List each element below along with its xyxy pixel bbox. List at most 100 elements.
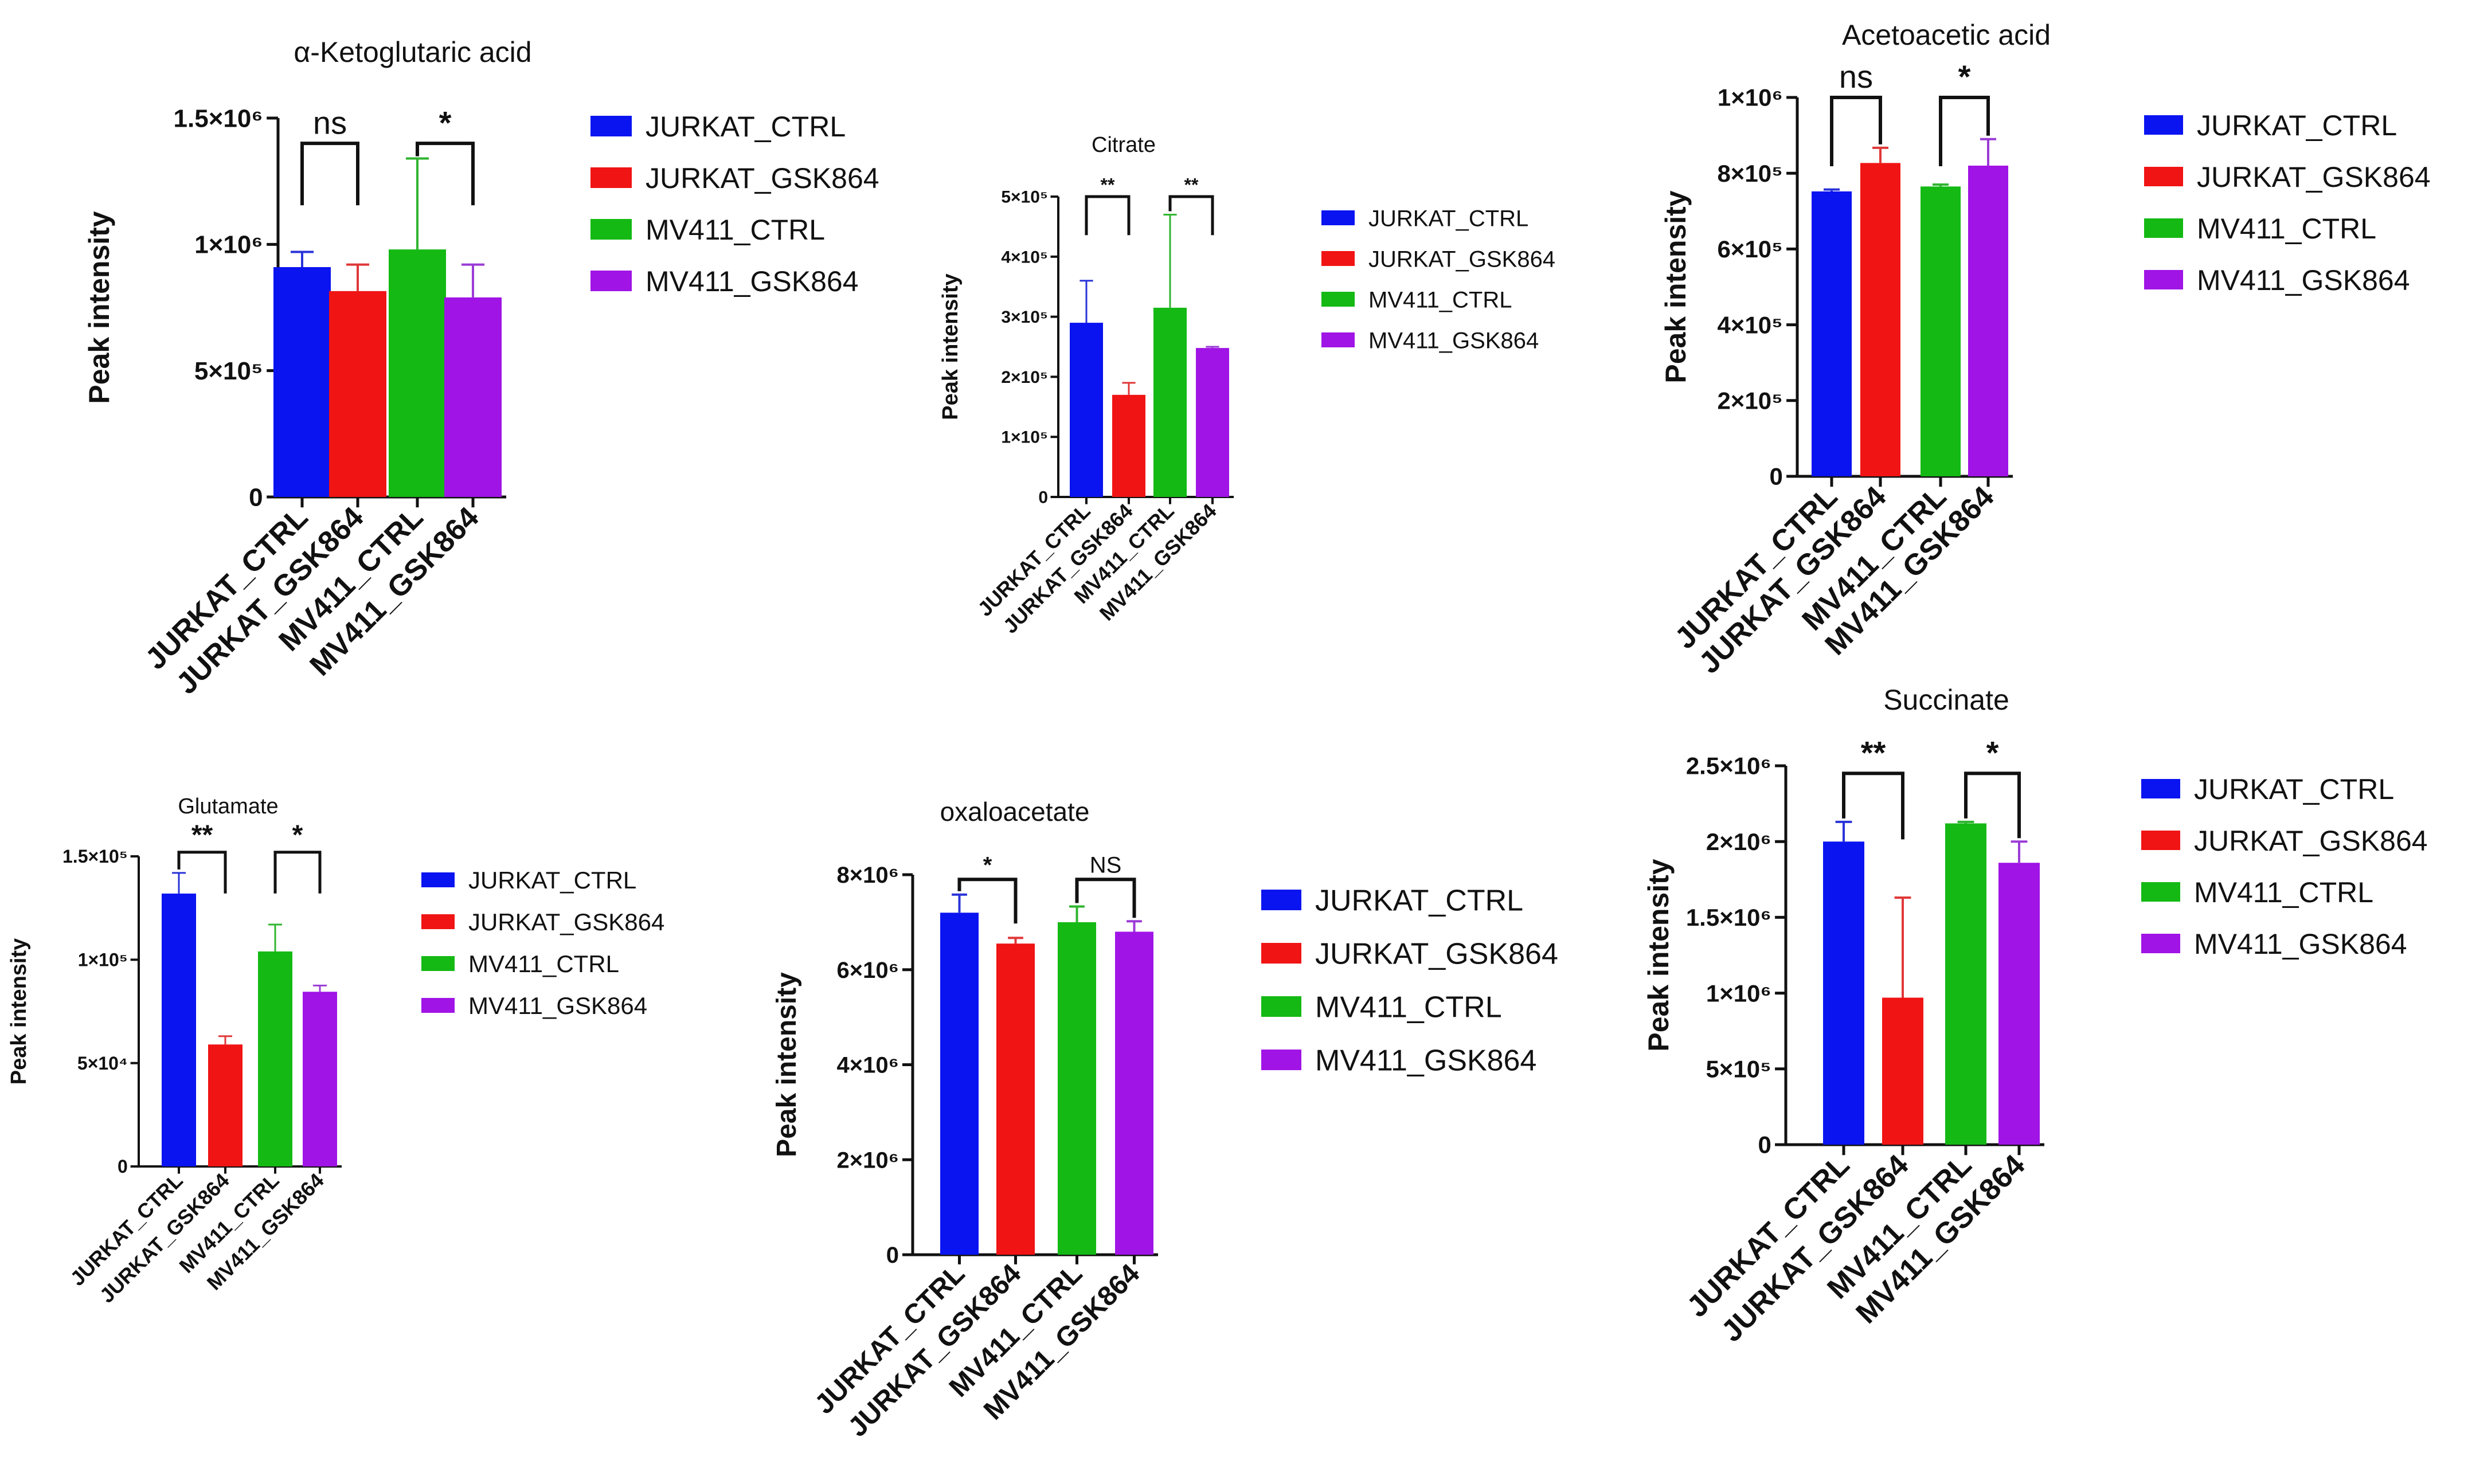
legend-label: MV411_CTRL [468,950,619,977]
legend-swatch-JURKAT_GSK864 [1261,943,1301,964]
bar-MV411_CTRL [1945,823,1986,1145]
legend-label: JURKAT_CTRL [1368,206,1528,231]
significance-label: * [292,820,303,850]
y-tick-label: 0 [249,483,263,511]
bar-JURKAT_CTRL [273,267,331,497]
bar-MV411_CTRL [1921,186,1961,476]
legend-label: MV411_CTRL [1315,991,1502,1024]
bar-MV411_CTRL [1058,922,1096,1255]
y-axis-label: Peak intensity [83,211,115,404]
significance-label: ** [1184,174,1199,195]
y-tick-label: 1.5×10⁵ [62,846,128,867]
y-tick-label: 2.5×10⁶ [1686,753,1771,780]
y-tick-label: 1×10⁶ [1706,980,1771,1007]
legend-label: MV411_GSK864 [468,992,647,1019]
bar-JURKAT_GSK864 [1882,997,1923,1145]
y-tick-label: 2×10⁶ [1706,828,1771,855]
bar-JURKAT_GSK864 [329,291,386,497]
chart-panel-0: α-Ketoglutaric acid 0 5×10⁵ 1×10⁶ 1.5×10⁶ Pea… [83,36,879,700]
significance-bracket [1964,772,2021,839]
y-tick-label: 0 [1758,1131,1771,1158]
bar-JURKAT_GSK864 [996,943,1035,1255]
significance-label: ns [313,104,347,140]
y-axis-label: Peak intensity [7,938,31,1085]
significance-bracket [416,142,475,206]
bar-JURKAT_GSK864 [1112,394,1145,497]
legend-label: JURKAT_CTRL [646,111,846,143]
chart-title: Citrate [1092,133,1156,157]
y-axis-label: Peak intensity [1660,190,1692,383]
significance-label: * [1958,58,1971,95]
chart-title: α-Ketoglutaric acid [294,36,531,68]
y-tick-label: 6×10⁵ [1717,236,1782,263]
legend-label: MV411_CTRL [2194,876,2373,909]
legend: JURKAT_CTRL JURKAT_GSK864 MV411_CTRL MV411_… [2141,773,2428,960]
significance-bracket [1168,195,1214,236]
legend-swatch-JURKAT_GSK864 [2141,831,2180,850]
legend: JURKAT_CTRL JURKAT_GSK864 MV411_CTRL MV411_… [590,111,879,297]
legend: JURKAT_CTRL JURKAT_GSK864 MV411_CTRL MV411_… [421,867,664,1019]
legend-swatch-MV411_CTRL [2144,218,2183,238]
y-axis-label: Peak intensity [938,273,963,420]
legend-swatch-JURKAT_CTRL [1321,210,1355,225]
significance-bracket [300,142,359,206]
legend-label: MV411_GSK864 [2194,928,2407,960]
y-tick-label: 4×10⁵ [1001,248,1048,267]
legend-label: JURKAT_GSK864 [468,909,664,935]
legend-label: JURKAT_CTRL [2197,109,2397,142]
legend-label: MV411_GSK864 [2197,264,2410,296]
significance-bracket [1075,878,1136,918]
significance-bracket [1939,96,1990,166]
legend-swatch-JURKAT_CTRL [590,116,632,136]
bar-MV411_CTRL [1153,307,1187,497]
chart-title: Glutamate [178,794,278,819]
chart-panel-1: Citrate 0 1×10⁵ 2×10⁵ 3×10⁵ 4×10⁵ 5×10⁵ Peak in… [938,133,1555,638]
y-tick-label: 0 [1769,463,1782,490]
bar-MV411_GSK864 [1968,165,2008,477]
legend-swatch-MV411_GSK864 [421,998,455,1013]
legend-label: JURKAT_GSK864 [646,162,879,194]
bar-MV411_GSK864 [1196,348,1229,497]
chart-panel-3: Glutamate 0 5×10⁴ 1×10⁵ 1.5×10⁵ Peak intensit… [7,794,664,1307]
significance-bracket [1830,96,1882,166]
y-tick-label: 2×10⁵ [1717,387,1782,414]
legend-swatch-MV411_GSK864 [1321,332,1355,347]
significance-label: ns [1839,58,1873,95]
legend-swatch-JURKAT_CTRL [2141,779,2180,798]
legend-label: JURKAT_GSK864 [1368,246,1555,272]
y-tick-label: 2×10⁶ [836,1148,899,1173]
y-tick-label: 5×10⁵ [194,357,263,385]
bar-JURKAT_CTRL [1812,191,1852,476]
legend: JURKAT_CTRL JURKAT_GSK864 MV411_CTRL MV411_… [1321,206,1555,353]
significance-bracket [1842,772,1904,840]
legend-swatch-MV411_GSK864 [1261,1050,1301,1070]
legend-label: JURKAT_CTRL [468,867,636,894]
bar-MV411_GSK864 [1998,863,2040,1145]
legend-swatch-MV411_CTRL [2141,882,2180,902]
significance-label: NS [1090,852,1122,878]
legend-swatch-MV411_CTRL [590,219,632,240]
bar-MV411_CTRL [258,951,292,1166]
legend-swatch-MV411_CTRL [421,956,455,971]
y-tick-label: 5×10⁵ [1706,1056,1771,1083]
y-tick-label: 8×10⁵ [1717,160,1782,187]
y-tick-label: 6×10⁶ [836,958,899,983]
bar-MV411_GSK864 [303,992,337,1166]
y-tick-label: 4×10⁶ [836,1053,899,1078]
y-tick-label: 1×10⁶ [194,231,263,259]
legend-swatch-MV411_GSK864 [2141,934,2180,953]
y-tick-label: 1×10⁵ [78,950,128,970]
significance-label: ** [1101,174,1115,195]
bar-MV411_GSK864 [444,297,502,497]
legend-swatch-JURKAT_GSK864 [421,914,455,929]
chart-title: Acetoacetic acid [1842,19,2051,51]
y-tick-label: 5×10⁵ [1001,188,1048,207]
y-tick-label: 4×10⁵ [1717,311,1782,338]
y-tick-label: 0 [886,1243,899,1268]
bar-JURKAT_CTRL [1823,841,1864,1145]
y-tick-label: 0 [1038,488,1048,507]
bar-JURKAT_GSK864 [1860,163,1900,476]
y-tick-label: 3×10⁵ [1001,308,1048,327]
y-tick-label: 1×10⁶ [1718,84,1783,111]
